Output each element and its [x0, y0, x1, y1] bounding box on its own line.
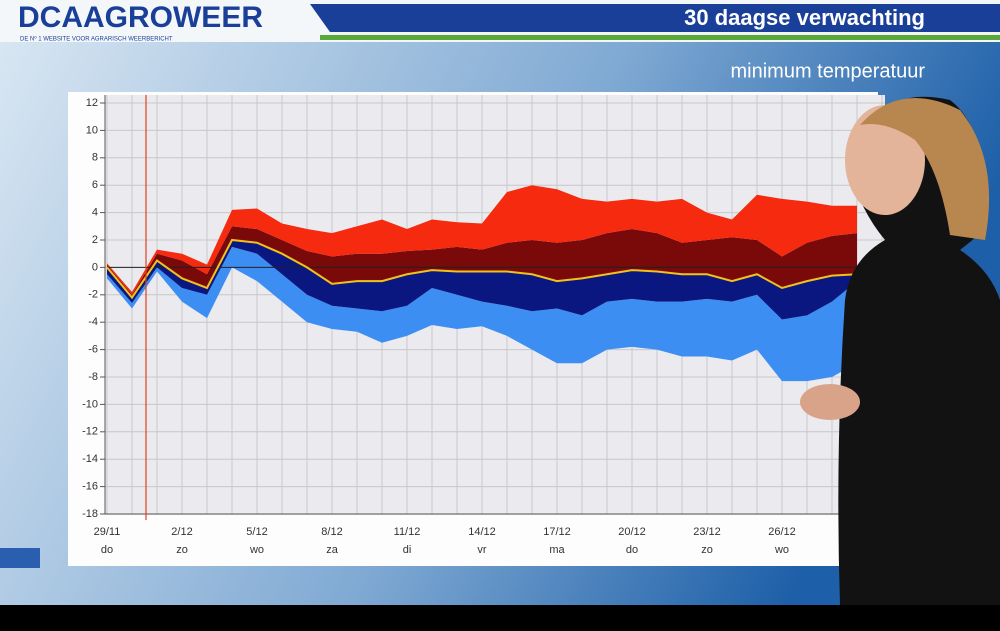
y-tick-label: 12 — [86, 97, 98, 109]
median-line — [106, 238, 858, 300]
chart-title: minimum temperatuur — [730, 60, 925, 82]
header-title: 30 daagse verwachting — [684, 5, 925, 30]
x-tick-sublabel: zo — [176, 544, 188, 556]
x-tick-sublabel: zo — [701, 544, 713, 556]
x-tick-label: 14/12 — [468, 526, 496, 538]
x-tick-label: 23/12 — [693, 526, 721, 538]
y-tick-label: 6 — [92, 179, 98, 191]
x-tick-label: 11/12 — [394, 526, 421, 538]
band-area — [107, 240, 857, 320]
title-bar — [310, 4, 1000, 32]
presenter-hands — [800, 384, 860, 420]
x-tick-sublabel: wo — [774, 544, 789, 556]
x-tick-label: 8/12 — [321, 526, 342, 538]
corner-logo — [0, 548, 40, 568]
x-tick-sublabel: ma — [549, 544, 565, 556]
presenter — [800, 96, 1000, 606]
band-area — [107, 246, 857, 382]
y-tick-label: -8 — [88, 371, 98, 383]
green-stripe — [320, 35, 1000, 40]
y-tick-label: -4 — [88, 316, 98, 328]
y-tick-label: 0 — [92, 261, 98, 273]
y-tick-label: 8 — [92, 152, 98, 164]
x-tick-sublabel: do — [101, 544, 113, 556]
x-tick-label: 20/12 — [618, 526, 646, 538]
y-tick-label: -6 — [88, 344, 98, 356]
y-tick-label: -10 — [82, 398, 98, 410]
x-tick-label: 17/12 — [543, 526, 571, 538]
y-tick-label: 4 — [92, 207, 98, 219]
y-tick-label: -16 — [82, 481, 98, 493]
y-tick-label: 10 — [86, 124, 98, 136]
x-tick-sublabel: za — [326, 544, 339, 556]
band-area — [107, 226, 857, 298]
y-tick-label: -12 — [82, 426, 98, 438]
x-tick-sublabel: vr — [477, 544, 487, 556]
y-tick-label: -14 — [82, 453, 98, 465]
x-tick-label: 29/11 — [94, 526, 121, 538]
x-tick-sublabel: do — [626, 544, 638, 556]
x-tick-label: 2/12 — [171, 526, 192, 538]
x-tick-label: 26/12 — [768, 526, 796, 538]
x-tick-sublabel: wo — [249, 544, 264, 556]
plot: 12 10 8 6 4 2 0 -2 -4 -6 -8 -10 -12 -14 -16 -18 29/11 do 2… — [82, 95, 885, 556]
x-tick-label: 5/12 — [246, 526, 267, 538]
band-area — [107, 185, 857, 295]
y-tick-label: -2 — [88, 289, 98, 301]
x-tick-sublabel: di — [403, 544, 412, 556]
tagline: DE Nº 1 WEBSITE VOOR AGRARISCH WEERBERIC… — [20, 36, 173, 43]
logo: DCAAGROWEER — [18, 1, 263, 34]
y-tick-label: 2 — [92, 234, 98, 246]
y-tick-label: -18 — [82, 508, 98, 520]
presenter-hair — [860, 98, 990, 240]
